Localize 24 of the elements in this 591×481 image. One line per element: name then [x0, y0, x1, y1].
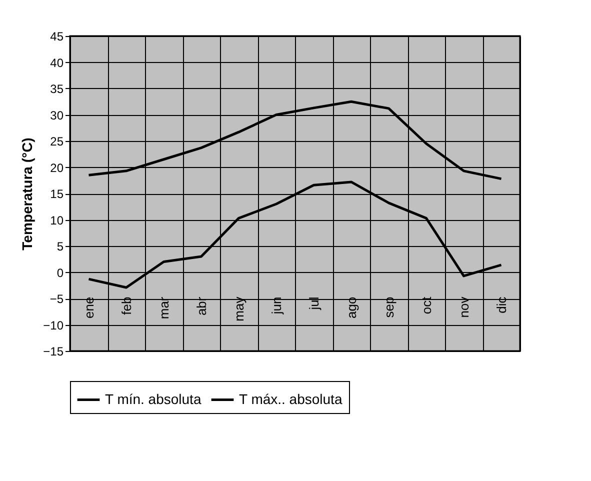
x-tick-label: sep [381, 296, 396, 318]
y-tick-label: −15 [43, 344, 64, 358]
y-tick-label: 35 [50, 82, 64, 96]
x-tick-label: dic [494, 296, 509, 314]
legend-label: T mín. absoluta [105, 390, 202, 407]
legend-label: T máx.. absoluta [239, 390, 342, 407]
y-tick-label: 20 [50, 160, 64, 175]
y-tick-label: 15 [50, 187, 64, 201]
y-tick-label: −10 [43, 318, 64, 332]
y-tick-label: 30 [50, 108, 64, 122]
y-tick-label: −5 [50, 292, 64, 306]
x-tick-label: ago [344, 296, 359, 318]
y-tick-label: 10 [50, 213, 64, 228]
y-tick-label: 5 [56, 240, 64, 254]
y-axis-title: Temperatura (°C) [19, 138, 36, 250]
y-tick-label: 40 [50, 56, 64, 70]
x-tick-label: jul [306, 296, 322, 311]
y-tick-label: 45 [50, 30, 64, 44]
x-tick-label: jun [268, 296, 284, 316]
x-tick-label: may [231, 296, 246, 322]
x-tick-label: feb [118, 296, 134, 315]
y-tick-label: 0 [56, 266, 64, 280]
y-tick-label: 25 [50, 134, 64, 148]
x-tick-label: nov [456, 296, 472, 318]
